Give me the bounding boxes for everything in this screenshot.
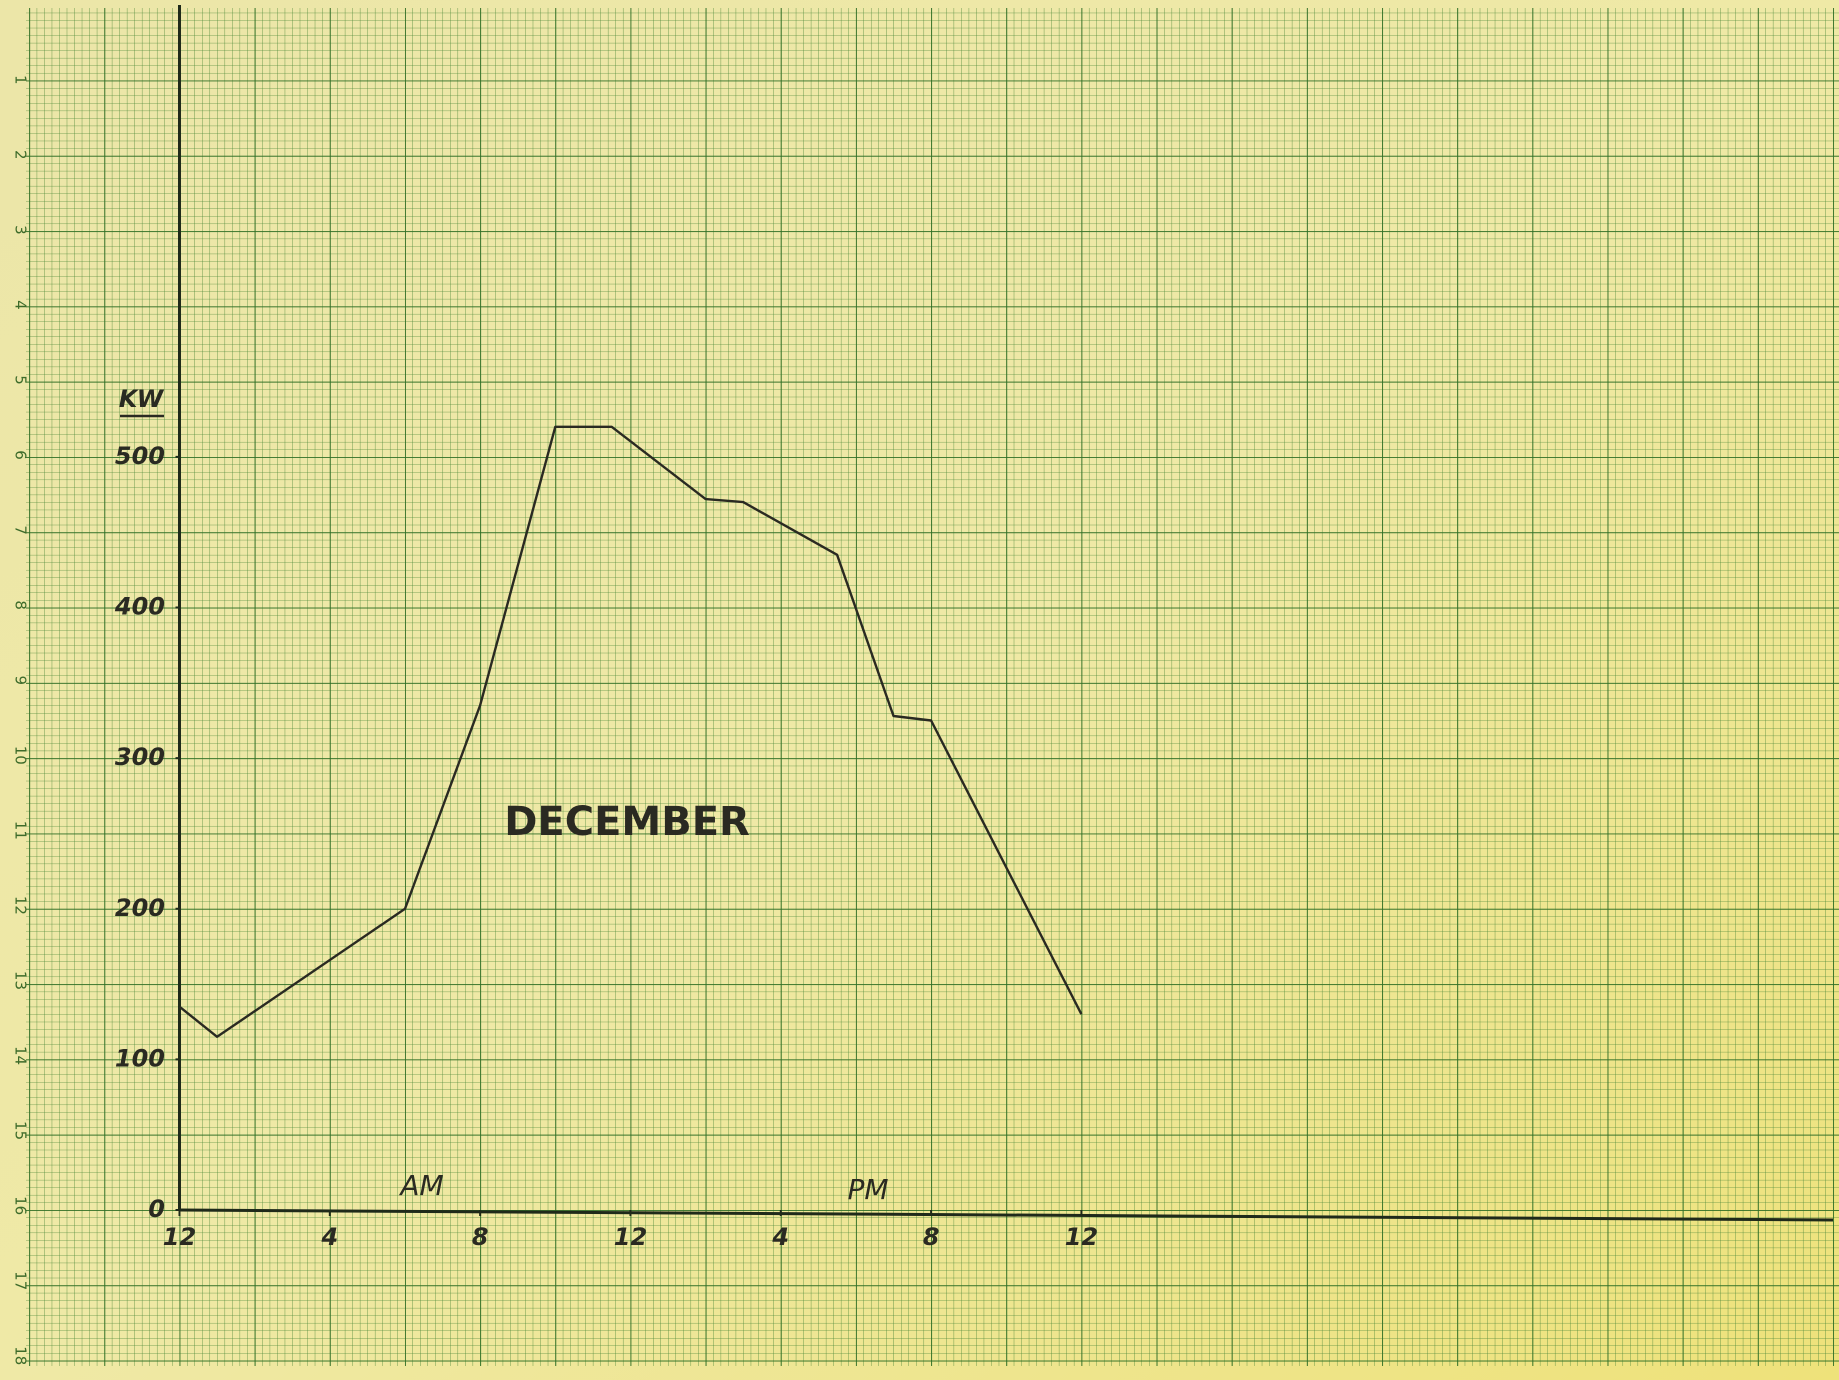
annotation: PM [847, 1173, 888, 1206]
chart: DECEMBER KW AM PM 1234567891011121314151… [0, 0, 1839, 1380]
y-tick-label: 400 [114, 593, 165, 621]
x-tick-label: 12 [163, 1223, 196, 1251]
annotation: AM [398, 1169, 443, 1202]
x-tick-label: 12 [614, 1223, 647, 1251]
paper-row-number: 10 [12, 746, 30, 765]
paper-row-number: 6 [12, 450, 30, 460]
paper-row-number: 18 [12, 1346, 30, 1365]
x-tick-label: 4 [771, 1223, 789, 1251]
x-tick-label: 4 [320, 1223, 338, 1251]
paper-row-number: 13 [12, 971, 30, 990]
paper-row-number: 7 [12, 525, 30, 535]
paper-row-number: 17 [12, 1271, 30, 1290]
paper-row-number: 11 [12, 821, 30, 840]
y-tick-label: 100 [115, 1044, 165, 1072]
paper-row-number: 14 [12, 1046, 30, 1065]
paper-row-number: 2 [12, 150, 30, 160]
x-tick-label: 8 [923, 1223, 940, 1251]
paper-row-number: 1 [12, 75, 30, 85]
paper-row-number: 8 [12, 600, 30, 610]
paper-row-number: 16 [12, 1196, 30, 1215]
page: DECEMBER KW AM PM 1234567891011121314151… [0, 0, 1839, 1380]
paper-grid [26, 8, 1839, 1366]
y-tick-label: 200 [115, 894, 165, 922]
x-tick-label: 12 [1065, 1223, 1098, 1251]
chart-title: DECEMBER [504, 799, 750, 845]
paper-row-number: 12 [12, 896, 30, 915]
paper-row-number: 4 [12, 300, 30, 310]
paper-row-number: 15 [12, 1121, 30, 1140]
x-tick-label: 8 [472, 1223, 489, 1251]
paper-row-number: 5 [12, 375, 30, 385]
y-tick-label: 500 [115, 442, 165, 470]
y-tick-label: 300 [115, 743, 165, 771]
paper-row-number: 9 [12, 675, 30, 685]
y-tick-label: 0 [148, 1195, 165, 1223]
y-axis-label: KW [119, 385, 165, 413]
paper-row-number: 3 [12, 225, 30, 235]
